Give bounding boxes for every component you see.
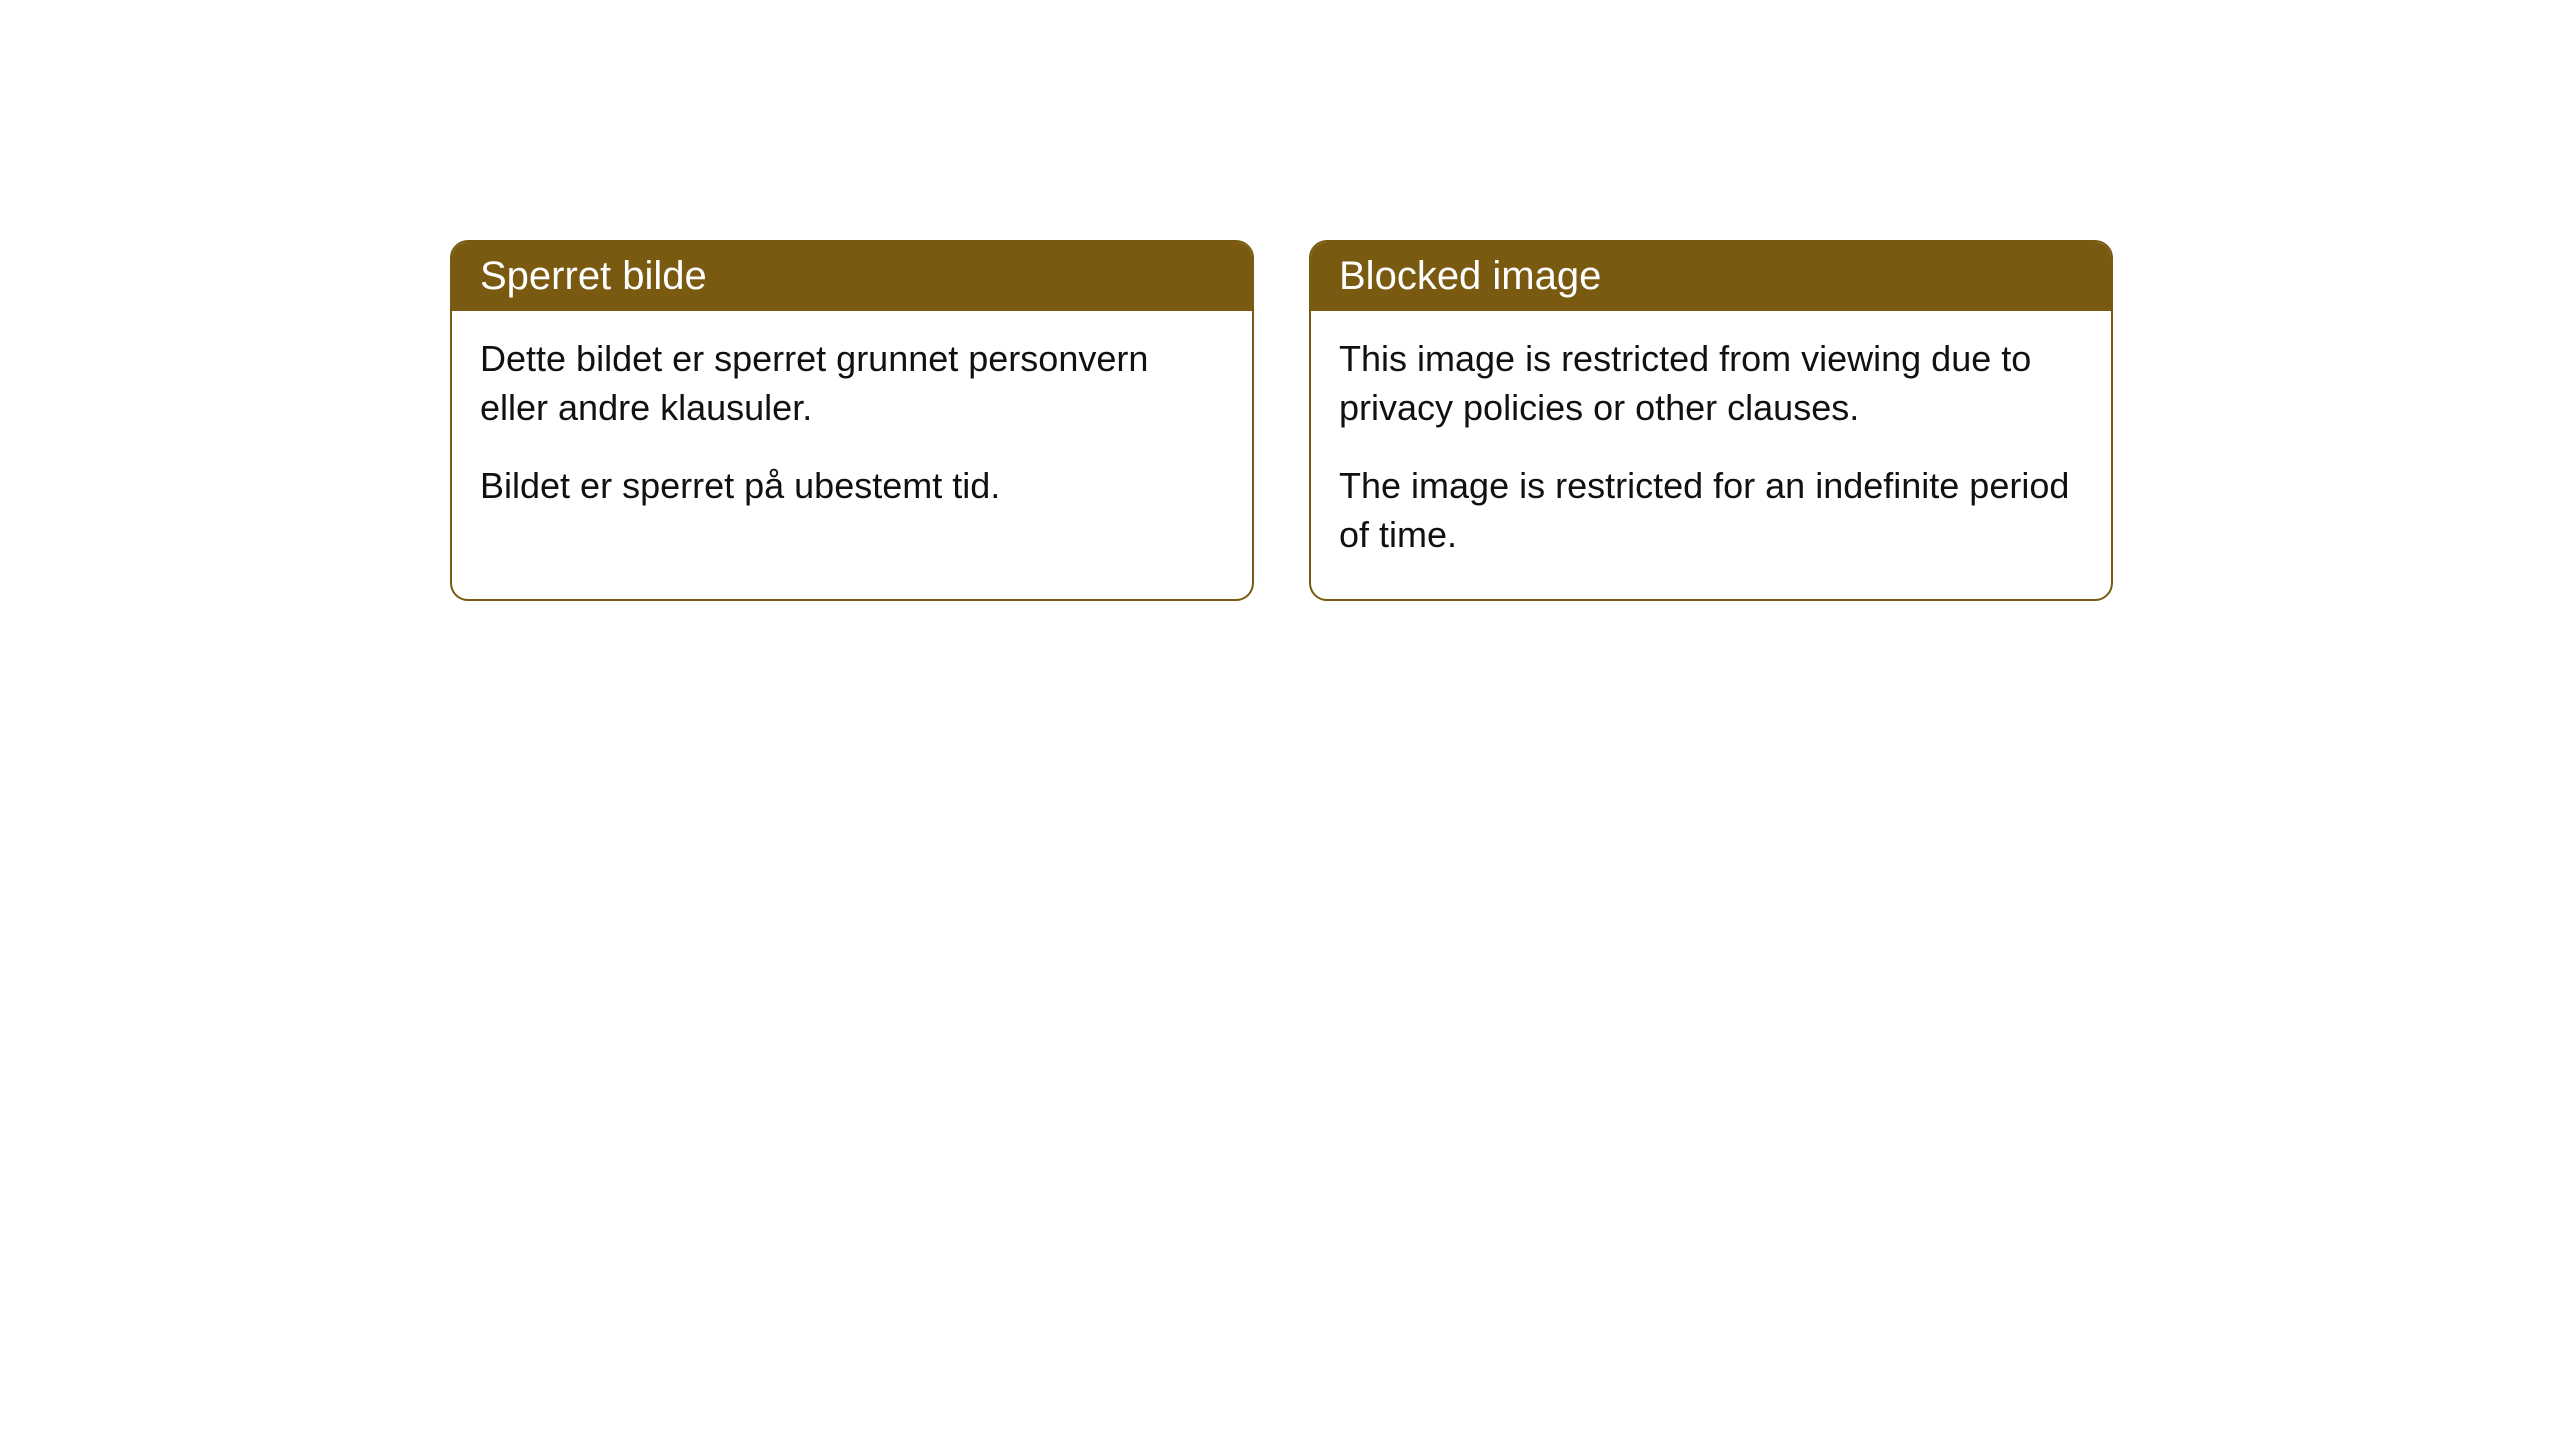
blocked-image-card-en: Blocked image This image is restricted f…: [1309, 240, 2113, 601]
card-text-no-1: Dette bildet er sperret grunnet personve…: [480, 335, 1224, 432]
card-header-en: Blocked image: [1311, 242, 2111, 311]
card-text-en-2: The image is restricted for an indefinit…: [1339, 462, 2083, 559]
card-text-en-1: This image is restricted from viewing du…: [1339, 335, 2083, 432]
card-body-no: Dette bildet er sperret grunnet personve…: [452, 311, 1252, 551]
blocked-image-card-no: Sperret bilde Dette bildet er sperret gr…: [450, 240, 1254, 601]
card-text-no-2: Bildet er sperret på ubestemt tid.: [480, 462, 1224, 511]
card-body-en: This image is restricted from viewing du…: [1311, 311, 2111, 599]
cards-container: Sperret bilde Dette bildet er sperret gr…: [0, 0, 2560, 601]
card-header-no: Sperret bilde: [452, 242, 1252, 311]
